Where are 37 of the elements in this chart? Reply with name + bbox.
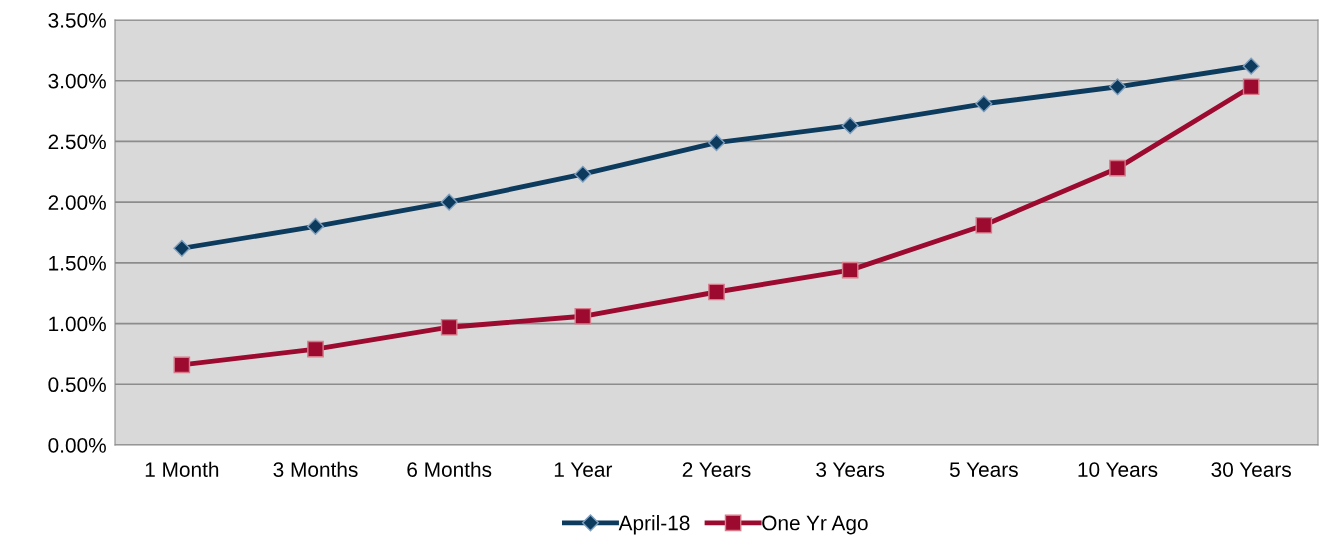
y-tick-label: 2.50% (48, 134, 106, 150)
point (173, 239, 191, 257)
point (307, 340, 324, 358)
x-tick-label: 1 Month (145, 461, 219, 477)
point (841, 117, 859, 135)
x-tick-label: 10 Years (1078, 462, 1158, 477)
y-tick-label: 0.00% (48, 438, 106, 453)
point (975, 95, 993, 113)
point (841, 261, 859, 279)
point (708, 283, 725, 301)
y-tick-label: 3.50% (48, 13, 106, 28)
point (1109, 159, 1126, 177)
x-tick-label: 2 Years (682, 462, 751, 477)
x-tick-label: 3 Years (816, 462, 885, 477)
y-tick-label: 3.00% (48, 73, 106, 89)
point (707, 134, 726, 152)
y-tick-label: 1.00% (49, 316, 106, 332)
point (1242, 78, 1260, 96)
x-tick-label: 5 Years (949, 462, 1018, 477)
point (975, 216, 993, 234)
point (574, 165, 592, 183)
x-tick-label: 1 Year (554, 462, 613, 477)
y-tick-label: 1.50% (49, 255, 106, 271)
point (574, 307, 592, 325)
point (440, 318, 458, 336)
x-tick-label: 6 Months (407, 461, 492, 477)
x-tick-label: 3 Months (273, 461, 358, 477)
legend-label: One Yr Ago (762, 515, 868, 535)
point (440, 193, 458, 211)
x-tick-label: 30 Years (1211, 462, 1291, 477)
point (1242, 57, 1260, 75)
legend-label: April-18 (618, 515, 690, 535)
y-tick-label: 0.50% (48, 377, 106, 393)
point (306, 217, 325, 235)
point (1108, 78, 1127, 96)
point (173, 356, 191, 374)
y-tick-label: 2.00% (48, 195, 106, 210)
